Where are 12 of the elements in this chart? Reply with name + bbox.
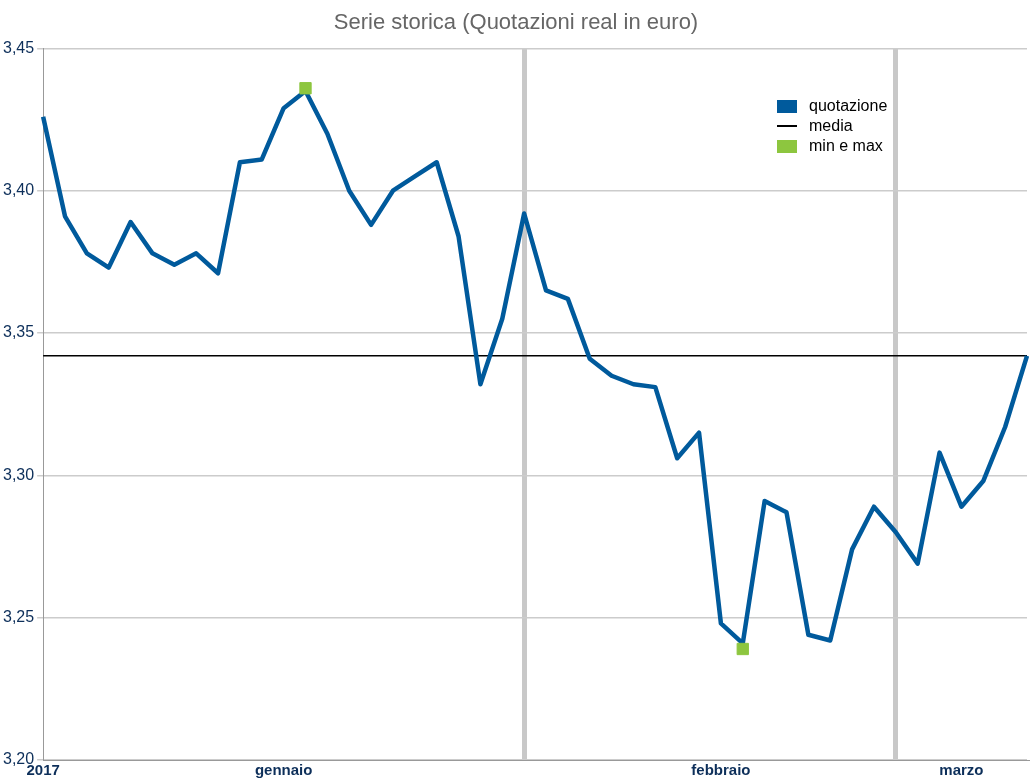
y-tick-label: 3,40 — [3, 181, 35, 199]
x-tick-label: marzo — [939, 761, 984, 779]
legend-label: quotazione — [809, 96, 888, 116]
y-tick-label: 3,25 — [3, 608, 35, 626]
chart-title: Serie storica (Quotazioni real in euro) — [333, 9, 699, 35]
y-tick-label: 3,45 — [3, 38, 35, 56]
legend-label: media — [809, 116, 853, 136]
y-tick-label: 3,35 — [3, 323, 35, 341]
x-tick-label: gennaio — [254, 761, 313, 779]
legend-label: min e max — [809, 136, 883, 156]
x-tick-label: febbraio — [691, 761, 751, 779]
y-tick-label: 3,30 — [3, 465, 35, 483]
